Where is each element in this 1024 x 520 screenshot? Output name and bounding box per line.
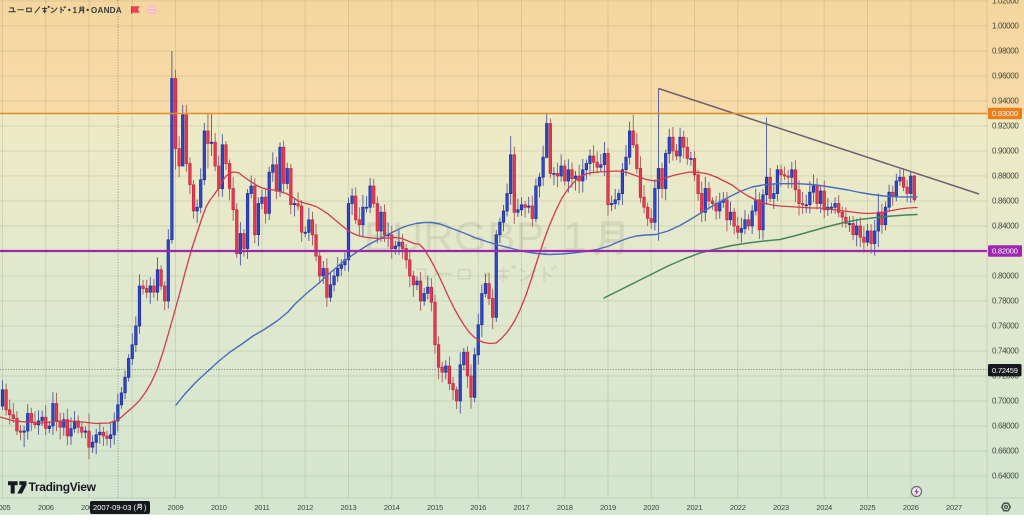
svg-text:0.74000: 0.74000 xyxy=(992,347,1019,356)
svg-text:0.64000: 0.64000 xyxy=(992,472,1019,481)
svg-text:0.70000: 0.70000 xyxy=(992,397,1019,406)
svg-text:2013: 2013 xyxy=(341,503,357,512)
svg-text:1: 1 xyxy=(73,6,78,15)
svg-text:0.90000: 0.90000 xyxy=(992,147,1019,156)
svg-text:0.84000: 0.84000 xyxy=(992,222,1019,231)
svg-text:2016: 2016 xyxy=(470,503,486,512)
svg-text:0.82000: 0.82000 xyxy=(992,247,1018,256)
svg-text:2012: 2012 xyxy=(297,503,313,512)
svg-text:2009: 2009 xyxy=(168,503,184,512)
svg-text:2006: 2006 xyxy=(38,503,54,512)
svg-text:2005: 2005 xyxy=(0,503,10,512)
svg-text:0.92000: 0.92000 xyxy=(992,122,1019,131)
svg-text:2024: 2024 xyxy=(816,503,832,512)
svg-text:1.02000: 1.02000 xyxy=(992,0,1019,6)
svg-text:1.00000: 1.00000 xyxy=(992,22,1019,31)
svg-text:2026: 2026 xyxy=(903,503,919,512)
svg-text:2025: 2025 xyxy=(860,503,876,512)
svg-text:2014: 2014 xyxy=(384,503,400,512)
svg-text:0.98000: 0.98000 xyxy=(992,47,1019,56)
svg-text:2007-09-03 (: 2007-09-03 ( xyxy=(93,503,136,512)
svg-text:): ) xyxy=(144,503,147,512)
svg-text:TradingView: TradingView xyxy=(29,480,97,494)
svg-text:0.94000: 0.94000 xyxy=(992,97,1019,106)
svg-text:0.78000: 0.78000 xyxy=(992,297,1019,306)
svg-text:0.72459: 0.72459 xyxy=(992,366,1018,375)
svg-text:0.86000: 0.86000 xyxy=(992,197,1019,206)
svg-text:2019: 2019 xyxy=(600,503,616,512)
svg-text:2021: 2021 xyxy=(687,503,703,512)
svg-text:0.68000: 0.68000 xyxy=(992,422,1019,431)
svg-text:0.80000: 0.80000 xyxy=(992,272,1019,281)
svg-text:2017: 2017 xyxy=(514,503,530,512)
svg-text:OANDA: OANDA xyxy=(91,6,122,15)
svg-text:2022: 2022 xyxy=(730,503,746,512)
svg-text:2007: 2007 xyxy=(81,503,97,512)
svg-text:2027: 2027 xyxy=(946,503,962,512)
svg-text:0.96000: 0.96000 xyxy=(992,72,1019,81)
svg-text:EURGBP, 1: EURGBP, 1 xyxy=(364,213,587,260)
svg-text:0.88000: 0.88000 xyxy=(992,172,1019,181)
svg-text:2020: 2020 xyxy=(643,503,659,512)
svg-text:0.66000: 0.66000 xyxy=(992,447,1019,456)
svg-text:2023: 2023 xyxy=(773,503,789,512)
svg-text:2011: 2011 xyxy=(254,503,269,512)
svg-text:2018: 2018 xyxy=(557,503,573,512)
svg-text:2015: 2015 xyxy=(427,503,443,512)
svg-text:0.76000: 0.76000 xyxy=(992,322,1019,331)
svg-text:0.93000: 0.93000 xyxy=(992,109,1018,118)
svg-text:2010: 2010 xyxy=(211,503,227,512)
